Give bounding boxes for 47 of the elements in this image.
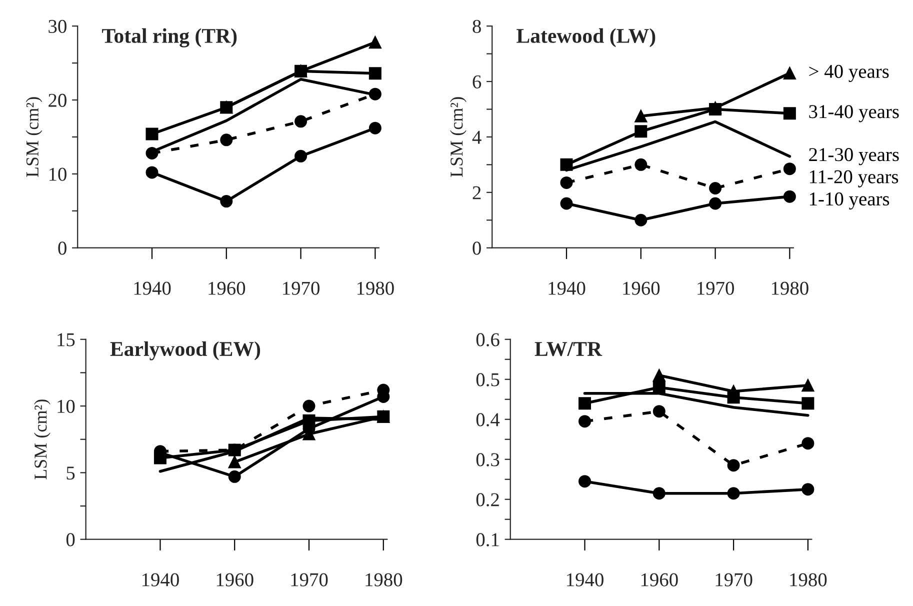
y-tick-label: 0.2 — [476, 493, 499, 506]
series-label: 31-40 years — [809, 105, 899, 122]
chart-title: LW/TR — [534, 342, 602, 356]
y-axis-title: LSM (cm²) — [450, 97, 466, 178]
series-label: > 40 years — [809, 64, 889, 82]
x-tick-label: 1970 — [283, 282, 320, 295]
x-tick-label: 1980 — [772, 282, 808, 295]
x-tick-label: 1940 — [134, 282, 171, 295]
series-label: 11-20 years — [810, 170, 898, 188]
y-tick-label: 10 — [49, 168, 66, 181]
y-tick-label: 20 — [48, 94, 66, 107]
x-tick-label: 1960 — [641, 573, 678, 586]
x-tick-label: 1940 — [567, 573, 604, 586]
x-tick-label: 1970 — [698, 282, 734, 295]
x-tick-label: 1980 — [790, 573, 827, 586]
y-tick-label: 0 — [472, 242, 481, 255]
y-tick-label: 0.6 — [476, 333, 500, 346]
x-tick-label: 1940 — [142, 573, 179, 586]
y-tick-label: 6 — [472, 75, 482, 88]
chart-title: Earlywood (EW) — [110, 341, 260, 360]
series-label: 21-30 years — [809, 148, 899, 166]
y-tick-label: 30 — [48, 20, 66, 33]
y-tick-label: 15 — [58, 333, 75, 346]
x-tick-label: 1960 — [623, 282, 660, 295]
y-tick-label: 8 — [472, 20, 481, 33]
x-tick-label: 1970 — [716, 573, 752, 586]
y-tick-label: 10 — [58, 400, 75, 413]
chart-title: Latewood (LW) — [516, 28, 656, 48]
x-tick-label: 1970 — [291, 573, 328, 586]
x-tick-label: 1960 — [216, 573, 254, 586]
x-tick-label: 1980 — [366, 573, 402, 586]
x-tick-label: 1960 — [208, 282, 246, 295]
y-tick-label: 4 — [472, 130, 482, 144]
series-label: 1-10 years — [810, 192, 890, 210]
y-tick-label: 0 — [58, 242, 66, 255]
chart-title: Total ring (TR) — [102, 28, 237, 48]
y-tick-label: 0.5 — [476, 373, 500, 386]
y-tick-label: 2 — [472, 186, 481, 200]
y-tick-label: 0.4 — [476, 413, 500, 426]
x-tick-label: 1940 — [548, 282, 586, 295]
x-tick-label: 1980 — [357, 282, 394, 295]
y-axis-title: LSM (cm²) — [26, 97, 42, 178]
y-tick-label: 5 — [66, 466, 75, 480]
y-tick-label: 0 — [66, 533, 75, 546]
y-tick-label: 0.1 — [476, 533, 499, 546]
y-axis-title: LSM (cm²) — [34, 400, 50, 480]
y-tick-label: 0.3 — [476, 453, 500, 466]
